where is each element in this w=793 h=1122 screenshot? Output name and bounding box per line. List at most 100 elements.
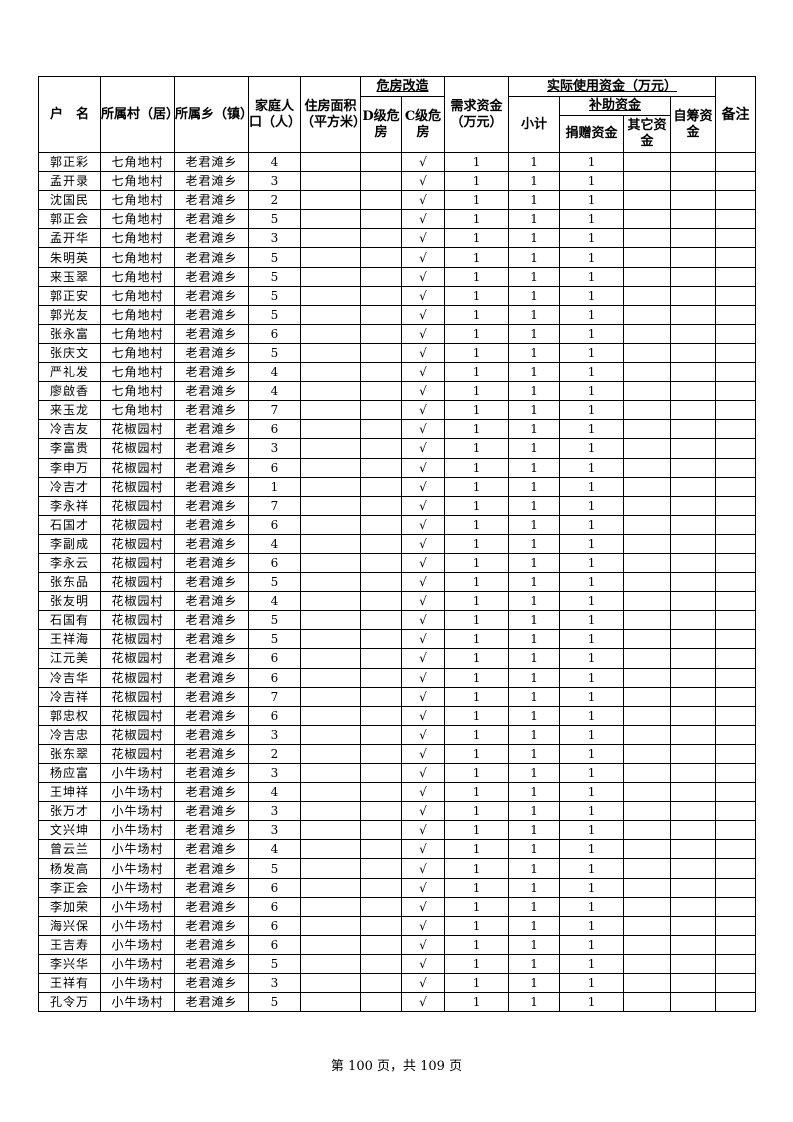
d-level-cell bbox=[360, 438, 402, 459]
area-cell bbox=[300, 171, 361, 192]
need-funds-cell: 1 bbox=[444, 381, 510, 402]
population-cell: 6 bbox=[248, 667, 301, 688]
population-cell: 6 bbox=[248, 934, 301, 955]
population-cell: 1 bbox=[248, 476, 301, 497]
village-cell: 花椒园村 bbox=[100, 457, 175, 478]
remarks-cell bbox=[715, 342, 757, 364]
need-funds-cell: 1 bbox=[444, 362, 510, 383]
other-cell bbox=[623, 400, 672, 421]
other-cell bbox=[623, 762, 672, 784]
village-cell: 七角地村 bbox=[100, 362, 175, 383]
remarks-cell bbox=[715, 839, 757, 860]
other-cell bbox=[623, 648, 672, 669]
other-cell bbox=[623, 820, 672, 841]
subtotal-cell: 1 bbox=[508, 381, 561, 402]
subtotal-cell: 1 bbox=[508, 648, 561, 669]
self-raised-cell bbox=[670, 839, 717, 860]
need-funds-cell: 1 bbox=[444, 724, 510, 745]
d-level-cell bbox=[360, 953, 402, 975]
town-cell: 老君滩乡 bbox=[174, 552, 249, 574]
subtotal-cell: 1 bbox=[508, 915, 561, 936]
d-level-cell bbox=[360, 782, 402, 803]
donated-cell: 1 bbox=[559, 514, 625, 535]
donated-cell: 1 bbox=[559, 896, 625, 917]
self-raised-cell bbox=[670, 381, 717, 402]
need-funds-cell: 1 bbox=[444, 705, 510, 726]
subtotal-cell: 1 bbox=[508, 342, 561, 364]
name-cell: 李永祥 bbox=[38, 495, 101, 516]
other-cell bbox=[623, 247, 672, 268]
c-level-cell: √ bbox=[400, 934, 446, 955]
population-cell: 3 bbox=[248, 724, 301, 745]
d-level-cell bbox=[360, 839, 402, 860]
table-row: 李正会 小牛场村 老君滩乡 6 √ 1 1 1 bbox=[38, 877, 757, 898]
table-row: 冷吉才 花椒园村 老君滩乡 1 √ 1 1 1 bbox=[38, 476, 757, 497]
d-level-cell bbox=[360, 342, 402, 364]
name-cell: 冷吉祥 bbox=[38, 686, 101, 707]
need-funds-cell: 1 bbox=[444, 419, 510, 440]
population-cell: 6 bbox=[248, 323, 301, 344]
village-cell: 花椒园村 bbox=[100, 438, 175, 459]
header-subtotal: 小计 bbox=[508, 96, 561, 153]
table-row: 王坤祥 小牛场村 老君滩乡 4 √ 1 1 1 bbox=[38, 782, 757, 803]
need-funds-cell: 1 bbox=[444, 762, 510, 784]
remarks-cell bbox=[715, 381, 757, 402]
town-cell: 老君滩乡 bbox=[174, 934, 249, 955]
c-level-cell: √ bbox=[400, 476, 446, 497]
remarks-cell bbox=[715, 266, 757, 287]
table-row: 冷吉忠 花椒园村 老君滩乡 3 √ 1 1 1 bbox=[38, 724, 757, 745]
remarks-cell bbox=[715, 686, 757, 707]
remarks-cell bbox=[715, 190, 757, 211]
d-level-cell bbox=[360, 686, 402, 707]
donated-cell: 1 bbox=[559, 973, 625, 994]
need-funds-cell: 1 bbox=[444, 648, 510, 669]
d-level-cell bbox=[360, 877, 402, 898]
population-cell: 3 bbox=[248, 762, 301, 784]
donated-cell: 1 bbox=[559, 877, 625, 898]
village-cell: 花椒园村 bbox=[100, 591, 175, 612]
header-other: 其它资金 bbox=[623, 115, 672, 153]
self-raised-cell bbox=[670, 762, 717, 784]
other-cell bbox=[623, 934, 672, 955]
village-cell: 小牛场村 bbox=[100, 839, 175, 860]
town-cell: 老君滩乡 bbox=[174, 743, 249, 765]
remarks-cell bbox=[715, 648, 757, 669]
self-raised-cell bbox=[670, 953, 717, 975]
population-cell: 3 bbox=[248, 973, 301, 994]
name-cell: 郭正彩 bbox=[38, 151, 101, 173]
need-funds-cell: 1 bbox=[444, 896, 510, 917]
donated-cell: 1 bbox=[559, 992, 625, 1013]
town-cell: 老君滩乡 bbox=[174, 419, 249, 440]
c-level-cell: √ bbox=[400, 820, 446, 841]
other-cell bbox=[623, 782, 672, 803]
c-level-cell: √ bbox=[400, 973, 446, 994]
self-raised-cell bbox=[670, 705, 717, 726]
village-cell: 花椒园村 bbox=[100, 724, 175, 745]
remarks-cell bbox=[715, 285, 757, 306]
need-funds-cell: 1 bbox=[444, 457, 510, 478]
other-cell bbox=[623, 724, 672, 745]
subtotal-cell: 1 bbox=[508, 705, 561, 726]
d-level-cell bbox=[360, 228, 402, 249]
remarks-cell bbox=[715, 915, 757, 936]
need-funds-cell: 1 bbox=[444, 514, 510, 535]
self-raised-cell bbox=[670, 495, 717, 516]
area-cell bbox=[300, 934, 361, 955]
self-raised-cell bbox=[670, 992, 717, 1013]
need-funds-cell: 1 bbox=[444, 858, 510, 879]
table-row: 朱明英 七角地村 老君滩乡 5 √ 1 1 1 bbox=[38, 247, 757, 268]
remarks-cell bbox=[715, 973, 757, 994]
donated-cell: 1 bbox=[559, 247, 625, 268]
village-cell: 小牛场村 bbox=[100, 762, 175, 784]
c-level-cell: √ bbox=[400, 285, 446, 306]
population-cell: 5 bbox=[248, 610, 301, 631]
table-row: 来玉翠 七角地村 老君滩乡 5 √ 1 1 1 bbox=[38, 266, 757, 287]
need-funds-cell: 1 bbox=[444, 591, 510, 612]
village-cell: 花椒园村 bbox=[100, 667, 175, 688]
d-level-cell bbox=[360, 476, 402, 497]
name-cell: 海兴保 bbox=[38, 915, 101, 936]
subtotal-cell: 1 bbox=[508, 495, 561, 516]
town-cell: 老君滩乡 bbox=[174, 953, 249, 975]
name-cell: 李申万 bbox=[38, 457, 101, 478]
need-funds-cell: 1 bbox=[444, 572, 510, 593]
